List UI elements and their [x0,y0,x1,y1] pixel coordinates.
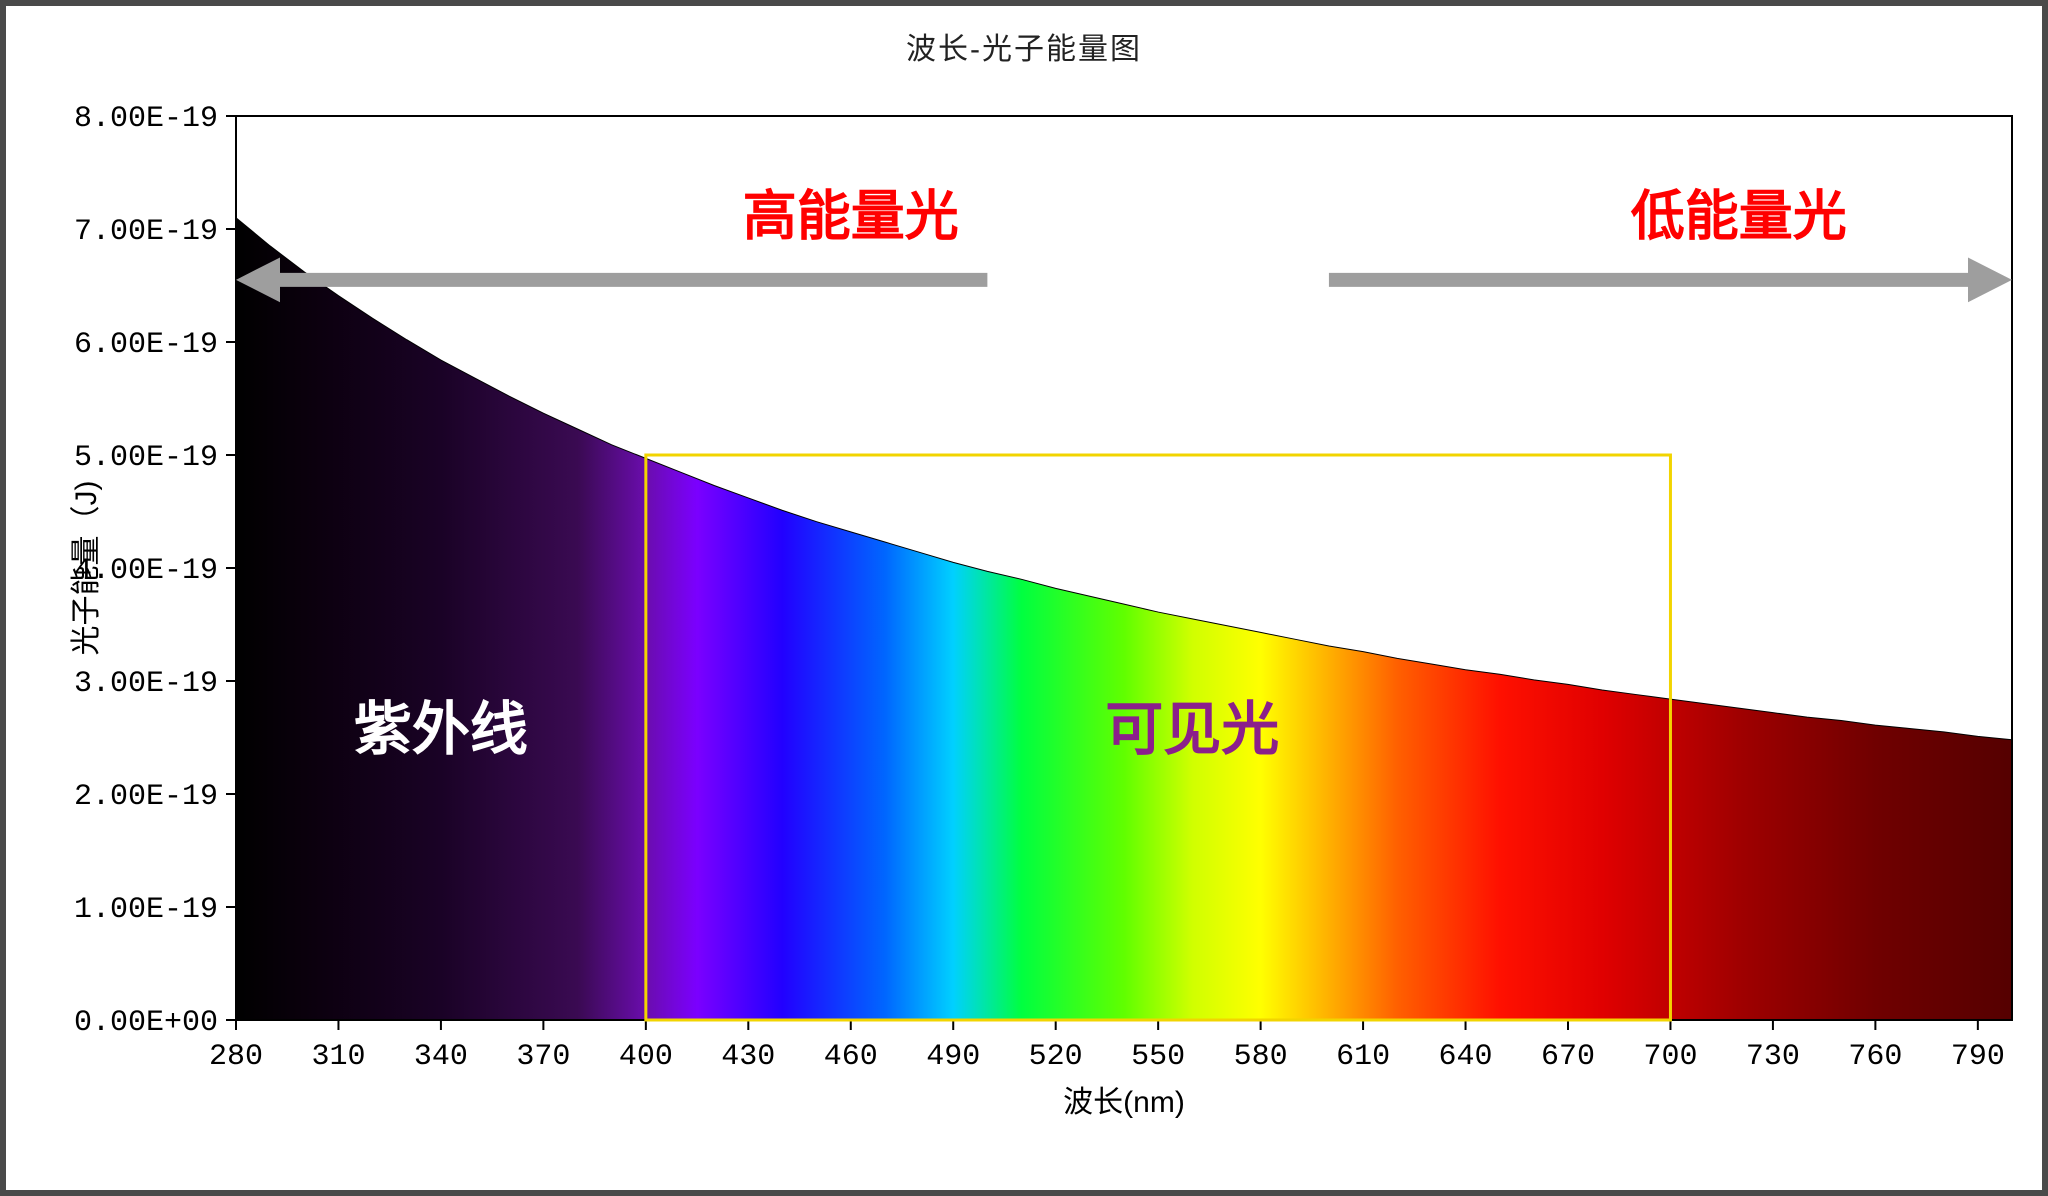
y-tick-label: 2.00E-19 [74,780,218,814]
x-tick-label: 310 [311,1040,365,1074]
x-tick-label: 280 [209,1040,263,1074]
x-tick-label: 460 [824,1040,878,1074]
x-tick-label: 340 [414,1040,468,1074]
x-tick-label: 400 [619,1040,673,1074]
chart-title: 波长-光子能量图 [6,24,2042,68]
x-tick-label: 430 [721,1040,775,1074]
x-tick-label: 670 [1541,1040,1595,1074]
x-tick-label: 730 [1746,1040,1800,1074]
spectrum-chart: 0.00E+001.00E-192.00E-193.00E-194.00E-19… [66,86,2022,1150]
y-tick-label: 3.00E-19 [74,667,218,701]
x-tick-label: 790 [1951,1040,2005,1074]
y-axis-label: 光子能量（J) [70,481,103,656]
x-tick-label: 550 [1131,1040,1185,1074]
label-high-energy: 高能量光 [743,187,959,247]
x-axis-label: 波长(nm) [1063,1086,1185,1119]
y-tick-label: 8.00E-19 [74,102,218,136]
plot-wrapper: 0.00E+001.00E-192.00E-193.00E-194.00E-19… [66,86,2022,1150]
x-tick-label: 700 [1643,1040,1697,1074]
label-visible-light: 可见光 [1105,697,1279,762]
x-tick-label: 370 [516,1040,570,1074]
x-tick-label: 610 [1336,1040,1390,1074]
label-low-energy: 低能量光 [1631,187,1847,247]
x-tick-label: 490 [926,1040,980,1074]
x-tick-label: 580 [1234,1040,1288,1074]
y-tick-label: 7.00E-19 [74,215,218,249]
y-tick-label: 5.00E-19 [74,441,218,475]
x-tick-label: 760 [1848,1040,1902,1074]
y-tick-label: 0.00E+00 [74,1006,218,1040]
y-tick-label: 1.00E-19 [74,893,218,927]
x-tick-label: 640 [1439,1040,1493,1074]
arrow-head-right [1968,257,2012,302]
x-tick-label: 520 [1029,1040,1083,1074]
y-tick-label: 6.00E-19 [74,328,218,362]
chart-frame: 波长-光子能量图 0.00E+00 1.00E-19 2.00E-19 3.00E-1… [0,0,2048,1196]
label-ultraviolet: 紫外线 [354,697,528,762]
